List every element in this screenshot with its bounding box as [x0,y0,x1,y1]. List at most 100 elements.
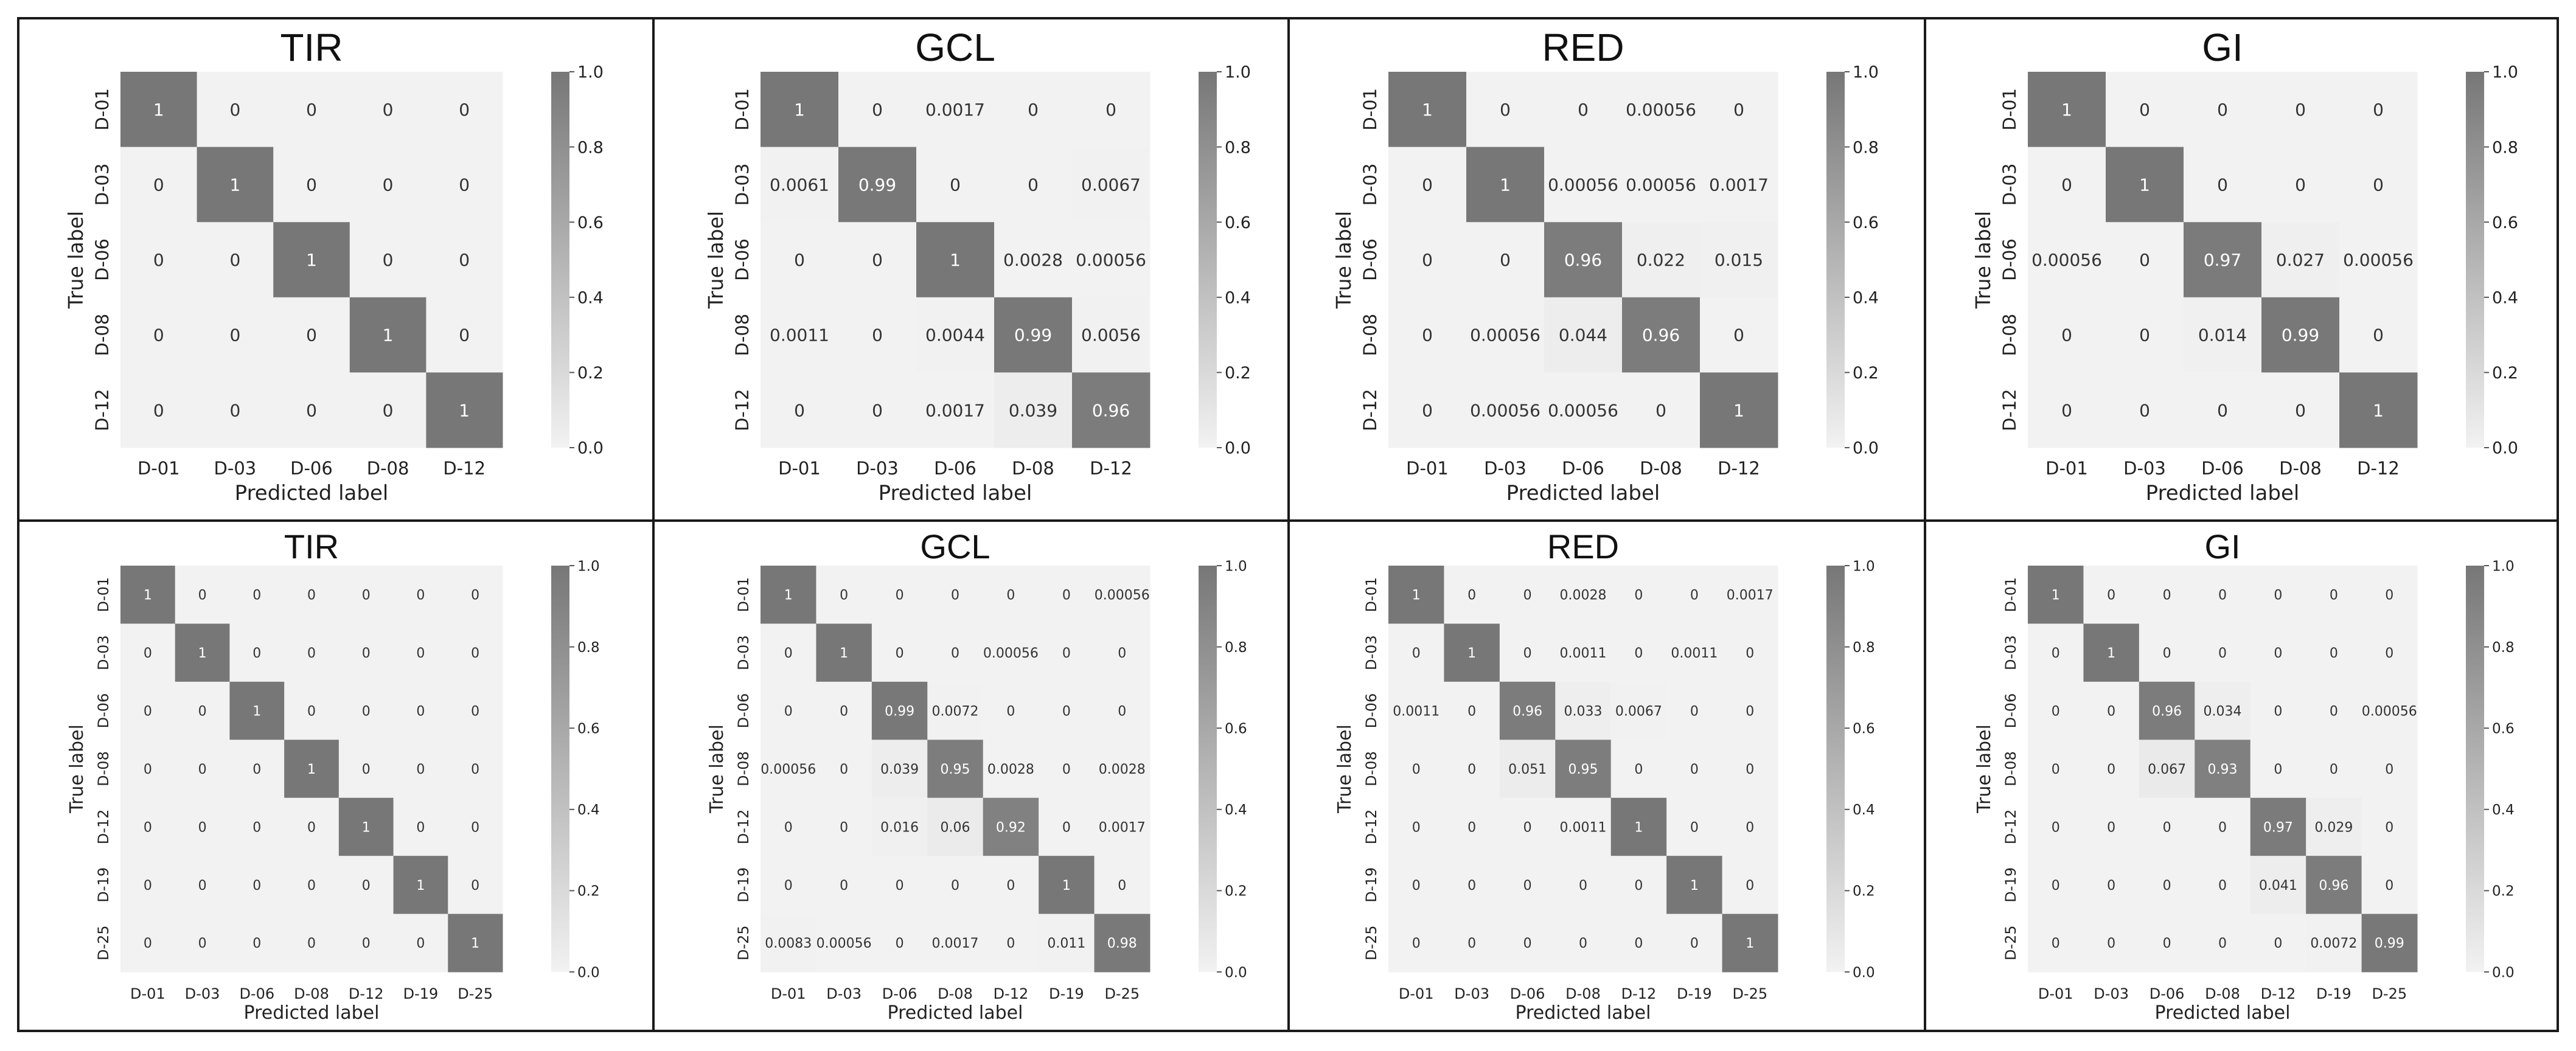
cell-value-label: 0 [1062,704,1071,719]
chart-panel-tir-bottom: TIR 1 0 0 0 0 0 0 0 1 0 0 0 0 0 0 0 1 0 0 0 0 0 0 0 1 0 0 0 0 0 0 0 1 0 0 0 0… [66,527,600,1024]
chart-panel-gi-bottom: GI 1 0 0 0 0 0 0 0 1 0 0 0 0 0 0 0 0.96 0.034 0 0 0.00056 0 0 0.… [1974,527,2515,1024]
heatmap-cell [1094,914,1150,973]
cell-value-label: 1 [153,100,164,120]
cell-value-label: 0 [2218,588,2227,603]
cell-value-label: 0 [1523,646,1532,661]
x-tick-label: D-08 [1640,458,1682,479]
cell-value-label: 0 [1412,936,1421,951]
heatmap-cell [393,623,448,682]
heatmap-cell [927,623,984,682]
cell-value-label: 0.0067 [1081,175,1141,195]
heatmap-cell [2250,623,2306,682]
cell-value-label: 0 [416,936,425,951]
heatmap-cell [816,681,872,740]
cell-value-label: 0 [229,100,240,120]
cell-value-label: 1 [1422,100,1433,120]
heatmap-cell [761,297,839,373]
x-tick-label: D-06 [882,985,917,1002]
colorbar-tick-label: 0.8 [1225,138,1251,157]
x-tick-label: D-12 [1718,458,1760,479]
heatmap-cell [1094,566,1150,624]
heatmap-cell [816,914,872,973]
heatmap-cell [1622,72,1701,148]
heatmap-cell [448,623,503,682]
x-tick-label: D-25 [1104,985,1140,1002]
x-axis-label: Predicted label [235,481,389,505]
heatmap-cell [1039,623,1095,682]
heatmap-cell [2083,856,2140,915]
cell-value-label: 0 [144,646,152,661]
colorbar-tick-label: 0.0 [577,965,600,980]
heatmap-cell [2184,72,2262,148]
heatmap-cell [1499,914,1556,973]
heatmap-cell [197,297,274,373]
heatmap-cell [1622,222,1701,298]
heatmap-cell [1072,147,1150,223]
heatmap-cell [2139,623,2195,682]
y-tick-label: D-25 [2002,925,2019,960]
cell-value-label: 0 [950,175,961,195]
cell-value-label: 0 [1062,646,1071,661]
cell-value-label: 0.99 [2375,936,2404,951]
cell-value-label: 0.00056 [983,646,1039,661]
heatmap-cell [1388,623,1444,682]
x-tick-label: D-08 [2205,985,2240,1002]
y-tick-label: D-03 [95,635,112,670]
x-tick-label: D-01 [1406,458,1449,479]
cell-value-label: 0.0017 [925,400,985,420]
heatmap-cell [229,681,285,740]
heatmap-cell [393,856,448,915]
heatmap-cell [229,566,285,624]
cell-value-label: 0 [951,878,959,893]
heatmap-cell [2184,372,2262,448]
heatmap-cell [2028,740,2084,799]
x-tick-label: D-06 [2201,458,2244,479]
y-axis-label: True label [704,211,728,309]
chart-title: TIR [280,26,343,69]
cell-value-label: 0.00056 [2343,250,2414,270]
cell-value-label: 0.022 [1637,250,1685,270]
cell-value-label: 0 [2274,762,2282,777]
colorbar-tick-label: 1.0 [1225,63,1251,82]
x-tick-label: D-12 [2357,458,2400,479]
y-tick-label: D-25 [1363,925,1380,960]
colorbar-tick-label: 0.8 [2492,640,2515,656]
heatmap-cell [393,914,448,973]
heatmap-cell [1622,372,1701,448]
x-tick-label: D-19 [1677,985,1712,1002]
cell-value-label: 0 [2107,588,2115,603]
cell-value-label: 0 [1578,100,1589,120]
x-tick-label: D-01 [130,985,165,1002]
cell-value-label: 0 [1746,762,1754,777]
y-tick-label: D-06 [2002,693,2019,729]
heatmap-cell [2361,566,2418,624]
heatmap-cell [2028,681,2084,740]
heatmap-cell [284,797,339,856]
cell-value-label: 0 [471,646,479,661]
heatmap-cell [927,797,984,856]
y-tick-label: D-03 [92,164,113,206]
cell-value-label: 0.0011 [1560,820,1607,835]
cell-value-label: 0.98 [1107,936,1137,951]
cell-value-label: 0 [229,250,240,270]
heatmap-cell [448,914,503,973]
cell-value-label: 0 [2274,646,2282,661]
colorbar-tick-label: 0.6 [577,213,604,232]
x-tick-label: D-12 [443,458,486,479]
cell-value-label: 0 [2274,588,2282,603]
x-axis-label: Predicted label [2155,1002,2291,1024]
cell-value-label: 0 [784,820,793,835]
cell-value-label: 0.0067 [1615,704,1662,719]
heatmap-cell [175,681,230,740]
heatmap-cell [983,740,1039,799]
colorbar-tick-label: 1.0 [577,63,604,82]
heatmap-cell [2106,147,2184,223]
cell-value-label: 1 [2052,588,2060,603]
cell-value-label: 0 [144,762,152,777]
heatmap-cell [761,914,816,973]
x-tick-label: D-19 [403,985,439,1002]
heatmap-cell [175,566,230,624]
heatmap-cell [120,623,176,682]
cell-value-label: 0 [1006,588,1015,603]
